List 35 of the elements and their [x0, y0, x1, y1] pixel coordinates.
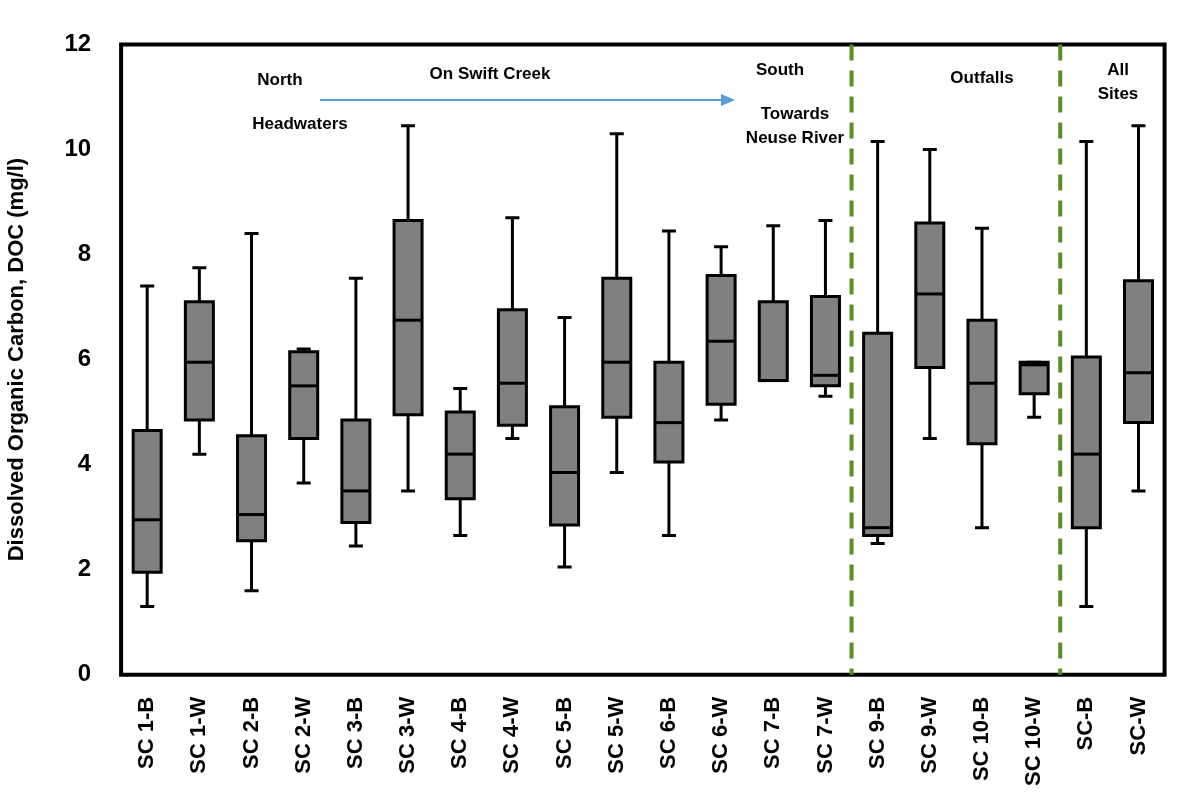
annotation: Outfalls	[950, 68, 1014, 88]
x-tick-label: SC 4-W	[498, 696, 524, 774]
y-tick-label: 0	[77, 659, 92, 687]
annotation: Towards Neuse River	[745, 104, 845, 148]
x-tick-label: SC 1-B	[133, 696, 159, 769]
x-tick-label: SC 7-B	[759, 696, 785, 769]
y-axis-title: Dissolved Organic Carbon, DOC (mg/l)	[3, 157, 29, 562]
y-tick-label: 12	[64, 29, 92, 57]
x-tick-label: SC 3-W	[394, 696, 420, 774]
y-tick-label: 4	[77, 449, 92, 477]
x-tick-label: SC 9-B	[863, 696, 889, 769]
x-tick-label: SC 10-W	[1020, 696, 1046, 787]
y-tick-label: 10	[64, 134, 92, 162]
annotation: Headwaters	[252, 114, 348, 134]
x-tick-label: SC 9-W	[915, 696, 941, 774]
y-tick-label: 2	[77, 554, 92, 582]
y-tick-label: 8	[77, 239, 92, 267]
x-tick-label: SC 7-W	[811, 696, 837, 774]
x-tick-label: SC-W	[1124, 696, 1150, 756]
x-tick-label: SC 2-W	[289, 696, 315, 774]
x-tick-label: SC 10-B	[968, 696, 994, 782]
x-tick-label: SC 5-B	[550, 696, 576, 769]
annotation: All Sites	[1097, 60, 1139, 104]
x-tick-label: SC 6-W	[707, 696, 733, 774]
annotation: On Swift Creek	[429, 64, 551, 84]
x-tick-label: SC 5-W	[602, 696, 628, 774]
y-tick-label: 6	[77, 344, 92, 372]
x-tick-label: SC 3-B	[341, 696, 367, 769]
x-tick-label: SC 4-B	[446, 696, 472, 769]
annotation: South	[755, 60, 805, 80]
x-tick-label: SC 1-W	[185, 696, 211, 774]
x-tick-label: SC 2-B	[237, 696, 263, 769]
x-tick-label: SC 6-B	[654, 696, 680, 769]
annotation: North	[257, 70, 303, 90]
x-tick-label: SC-B	[1072, 696, 1098, 751]
